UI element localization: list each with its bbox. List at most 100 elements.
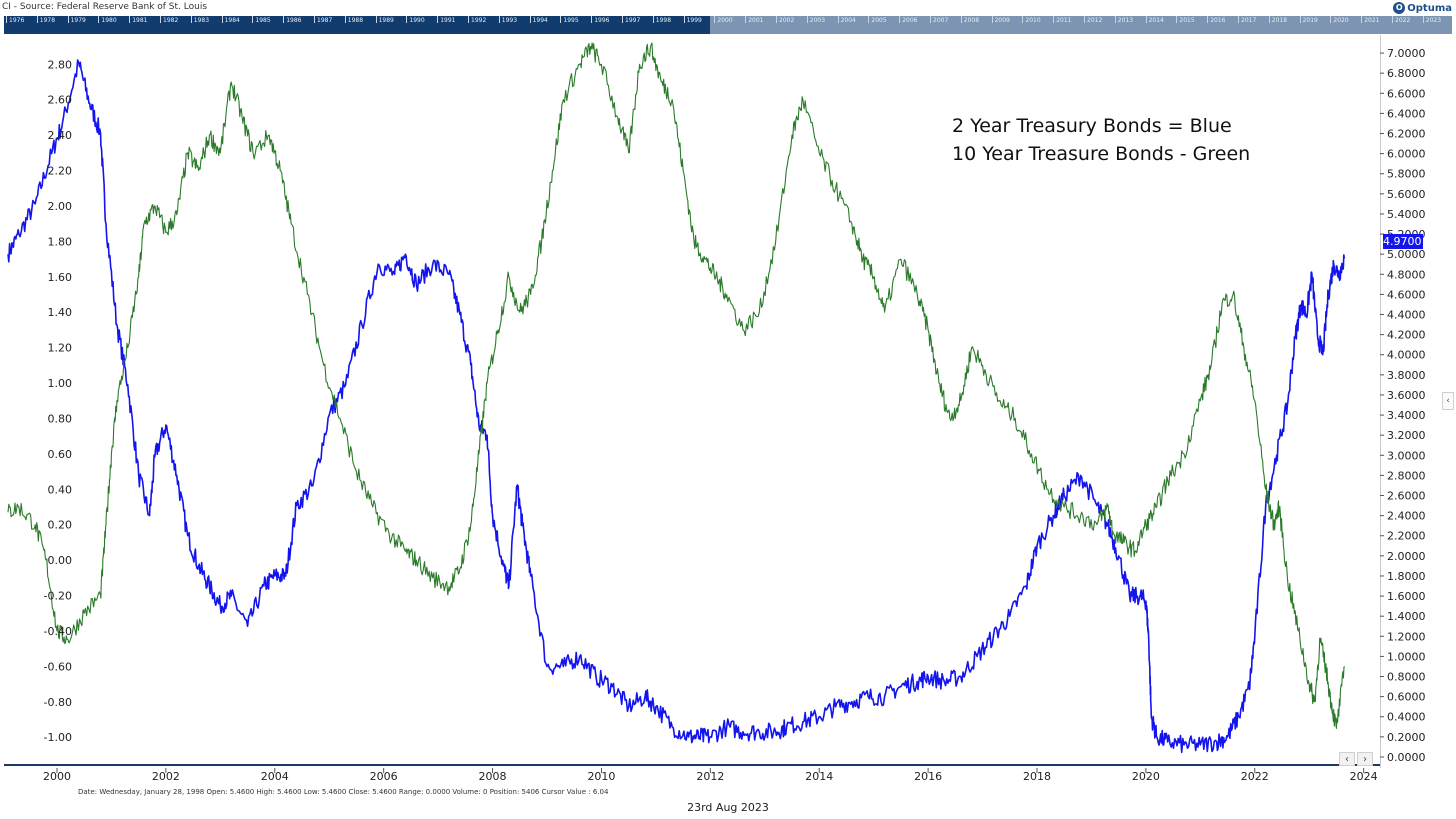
navigator-tick	[1361, 16, 1363, 23]
navigator-tick	[529, 16, 531, 23]
navigator-year-label: 2020	[1333, 17, 1349, 24]
y-right-tick-label: 5.6000	[1387, 188, 1426, 201]
annotation-line: 2 Year Treasury Bonds = Blue	[952, 115, 1232, 137]
navigator-tick	[437, 16, 439, 23]
navigator-tick	[652, 16, 654, 23]
navigator-year-label: 1983	[193, 17, 210, 24]
navigator-tick	[6, 16, 7, 23]
y-right-tick-label: 5.4000	[1387, 208, 1426, 221]
navigator-year-label: 2014	[1148, 17, 1164, 24]
navigator-tick	[714, 16, 716, 23]
navigator-tick	[991, 16, 993, 23]
chart-title: CI - Source: Federal Reserve Bank of St.…	[2, 2, 208, 12]
navigator-tick	[868, 16, 870, 23]
navigator-year-label: 2017	[1241, 17, 1257, 24]
navigator-tick	[591, 16, 593, 23]
chart-svg[interactable]: 2 Year Treasury Bonds = Blue 10 Year Trea…	[4, 35, 1380, 768]
navigator-tick	[314, 16, 315, 23]
navigator-year-label: 2004	[840, 17, 856, 24]
navigator-tick	[1422, 16, 1424, 23]
timeline-navigator[interactable]: 1976 1978 1979 1980 1981 1982 1983 1984 1985 1986…	[4, 16, 1452, 34]
y-right-tick-label: 6.4000	[1387, 107, 1426, 120]
navigator-year-label: 2012	[1087, 17, 1103, 24]
navigator-tick	[1053, 16, 1055, 23]
x-tick-label: 2000	[43, 770, 71, 783]
scroll-right-button[interactable]: ›	[1357, 752, 1373, 766]
scroll-left-button[interactable]: ‹	[1339, 752, 1355, 766]
x-tick-label: 2006	[370, 770, 398, 783]
navigator-tick	[1022, 16, 1024, 23]
y-right-tick-label: 7.0000	[1387, 47, 1426, 60]
y-right-tick-label: 1.2000	[1387, 630, 1426, 643]
navigator-tick	[683, 16, 685, 23]
navigator-tick	[1084, 16, 1085, 23]
navigator-year-label: 2007	[933, 17, 949, 24]
navigator-tick	[899, 16, 901, 23]
y-right-tick-label: 0.0000	[1387, 751, 1426, 764]
last-value-tag: 4.9700	[1383, 234, 1423, 249]
navigator-year-label: 1998	[655, 17, 672, 24]
x-tick-label: 2012	[696, 770, 724, 783]
y-right-tick-label: 2.6000	[1387, 490, 1426, 503]
title-bar: CI - Source: Federal Reserve Bank of St.…	[0, 0, 1456, 16]
navigator-tick	[252, 16, 254, 23]
navigator-year-label: 1976	[9, 17, 25, 24]
y-right-tick-label: 3.2000	[1387, 429, 1426, 442]
navigator-tick	[468, 16, 469, 23]
y-right-tick-label: 6.2000	[1387, 128, 1426, 141]
navigator-year-label: 1991	[440, 17, 456, 24]
navigator-tick	[344, 16, 346, 23]
navigator-tick	[221, 16, 223, 23]
y-right-tick-label: 3.6000	[1387, 389, 1426, 402]
navigator-tick	[745, 16, 747, 23]
chart-area[interactable]: 2 Year Treasury Bonds = Blue 10 Year Trea…	[4, 35, 1381, 768]
y-right-tick-label: 3.4000	[1387, 409, 1426, 422]
y-right-tick-label: 2.2000	[1387, 530, 1426, 543]
y-right-tick-label: 4.6000	[1387, 288, 1426, 301]
y-right-tick-label: 2.0000	[1387, 550, 1426, 563]
y-right-tick-label: 0.2000	[1387, 731, 1426, 744]
navigator-year-label: 1985	[255, 17, 271, 24]
x-tick-label: 2016	[914, 770, 942, 783]
navigator-year-label: 1995	[563, 17, 579, 24]
navigator-year-label: 1982	[163, 17, 179, 24]
navigator-year-label: 1978	[39, 17, 56, 24]
navigator-year-label: 2005	[871, 17, 887, 24]
navigator-tick	[1330, 16, 1332, 23]
navigator-tick	[129, 16, 131, 23]
y-right-tick-label: 2.4000	[1387, 510, 1426, 523]
y-right-tick-label: 1.6000	[1387, 590, 1426, 603]
series-line-2yr	[7, 59, 1346, 754]
navigator-year-label: 1993	[501, 17, 518, 24]
x-tick-label: 2022	[1241, 770, 1269, 783]
navigator-year-label: 2019	[1302, 17, 1318, 24]
navigator-tick	[930, 16, 931, 23]
navigator-year-label: 1984	[224, 17, 240, 24]
navigator-year-label: 2015	[1179, 17, 1195, 24]
y-right-tick-label: 5.8000	[1387, 168, 1426, 181]
y-right-tick-label: 1.0000	[1387, 650, 1426, 663]
navigator-year-label: 2021	[1364, 17, 1380, 24]
navigator-tick	[190, 16, 192, 23]
navigator-year-label: 2018	[1271, 17, 1288, 24]
logo-text: Optuma	[1407, 2, 1452, 14]
navigator-year-label: 1996	[594, 17, 610, 24]
navigator-tick	[160, 16, 161, 23]
navigator-year-label: 2010	[1025, 17, 1041, 24]
navigator-year-label: 2011	[1056, 17, 1072, 24]
panel-collapse-button[interactable]: ‹	[1442, 392, 1454, 410]
navigator-year-label: 1990	[409, 17, 425, 24]
y-right-tick-label: 4.8000	[1387, 268, 1426, 281]
navigator-year-label: 1997	[625, 17, 641, 24]
navigator-selected-range[interactable]	[4, 16, 711, 34]
navigator-tick	[1299, 16, 1301, 23]
navigator-year-label: 1994	[532, 17, 548, 24]
x-tick-label: 2002	[152, 770, 180, 783]
x-tick-label: 2020	[1132, 770, 1160, 783]
y-right-tick-label: 1.4000	[1387, 610, 1426, 623]
y-right-tick-label: 4.2000	[1387, 329, 1426, 342]
x-tick-label: 2008	[479, 770, 507, 783]
navigator-year-label: 1988	[347, 17, 364, 24]
navigator-year-label: 2002	[779, 17, 795, 24]
navigator-tick	[283, 16, 285, 23]
